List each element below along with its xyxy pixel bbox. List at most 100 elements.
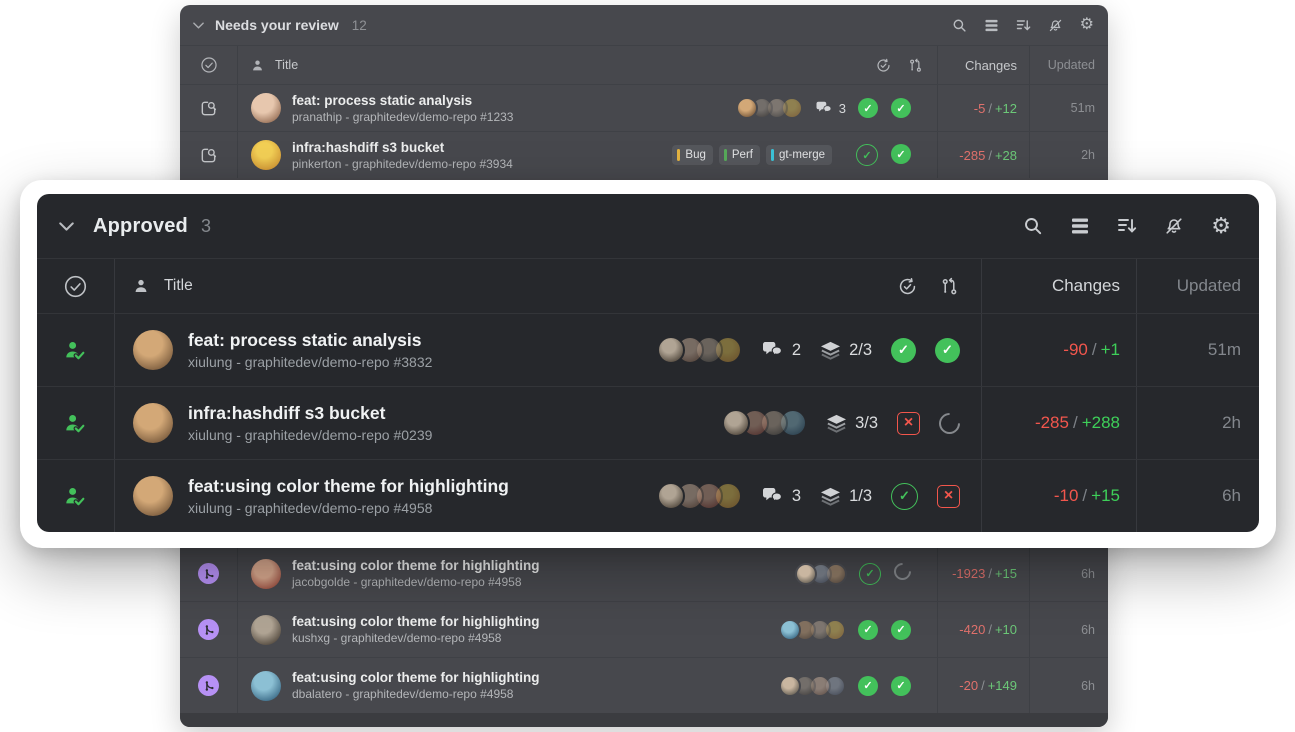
pr-status-icon[interactable] — [891, 675, 911, 696]
author-avatar — [251, 614, 281, 645]
updated-column-header[interactable]: Updated — [1176, 276, 1241, 295]
title-column-header[interactable]: Title — [164, 277, 193, 294]
table-header: Title Changes Updated — [37, 258, 1259, 314]
pr-row[interactable]: infra:hashdiff s3 bucket xiulung - graph… — [37, 386, 1259, 459]
changes-cell: -420 / +10 — [938, 602, 1030, 657]
updated-column-header[interactable]: Updated — [1047, 58, 1095, 72]
pending-spinner-icon[interactable] — [934, 408, 965, 438]
collapse-chevron-icon[interactable] — [193, 21, 204, 29]
stack-icon — [827, 414, 847, 433]
changes-column-header[interactable]: Changes — [964, 57, 1017, 73]
additions: +10 — [994, 622, 1017, 637]
updated-cell: 51m — [1070, 101, 1095, 115]
author-avatar — [133, 330, 173, 370]
search-icon[interactable] — [1023, 216, 1043, 236]
pr-title[interactable]: feat:using color theme for highlighting — [292, 614, 540, 629]
pr-row[interactable]: feat:using color theme for highlighting … — [180, 657, 1108, 713]
additions: +149 — [987, 678, 1017, 693]
ci-status-icon[interactable] — [858, 98, 878, 118]
pr-row[interactable]: feat: process static analysis pranathip … — [180, 85, 1108, 131]
deletions: -20 — [959, 678, 979, 693]
additions: +1 — [1100, 340, 1120, 359]
label-gt-merge[interactable]: gt-merge — [765, 145, 832, 165]
author-avatar — [251, 558, 281, 589]
collapse-chevron-icon[interactable] — [59, 221, 74, 231]
pr-status-icon[interactable] — [891, 98, 911, 118]
reviewer-avatars — [735, 97, 803, 119]
ci-status-icon[interactable] — [891, 482, 918, 510]
approved-reviewer-icon — [66, 341, 86, 361]
pr-subtitle: dbalatero - graphitedev/demo-repo #4958 — [292, 687, 514, 701]
pr-status-icon[interactable] — [891, 619, 911, 640]
mute-notifications-icon[interactable] — [1048, 18, 1063, 33]
pr-title[interactable]: feat: process static analysis — [292, 92, 473, 108]
reviewer-avatars — [779, 674, 846, 697]
ci-status-column-icon — [877, 58, 890, 72]
pr-subtitle: pinkerton - graphitedev/demo-repo #3934 — [292, 156, 513, 171]
settings-gear-icon[interactable] — [1080, 17, 1094, 33]
pr-status-column-icon — [942, 277, 957, 294]
ci-status-icon[interactable] — [856, 144, 878, 166]
author-icon — [135, 279, 147, 292]
ci-status-icon[interactable] — [859, 562, 881, 585]
label-perf[interactable]: Perf — [718, 145, 760, 165]
check-failed-icon[interactable] — [897, 411, 920, 435]
comment-count: 3 — [761, 487, 801, 506]
pr-subtitle: jacobgolde - graphitedev/demo-repo #4958 — [292, 575, 522, 589]
reviewer-avatars — [779, 618, 846, 641]
title-column-header[interactable]: Title — [275, 58, 299, 72]
select-column-header[interactable] — [180, 46, 238, 84]
ci-status-icon[interactable] — [858, 675, 878, 696]
pr-row[interactable]: feat:using color theme for highlighting … — [180, 545, 1108, 601]
search-icon[interactable] — [952, 18, 967, 33]
pr-row[interactable]: infra:hashdiff s3 bucket pinkerton - gra… — [180, 131, 1108, 178]
additions: +288 — [1081, 413, 1120, 432]
pr-title[interactable]: infra:hashdiff s3 bucket — [188, 403, 386, 423]
sort-descending-icon[interactable] — [1117, 216, 1137, 236]
deletions: -5 — [973, 100, 986, 116]
select-column-header[interactable] — [37, 259, 115, 313]
pr-row[interactable]: feat:using color theme for highlighting … — [37, 459, 1259, 532]
ci-status-icon[interactable] — [891, 337, 916, 363]
check-failed-icon[interactable] — [937, 484, 960, 508]
changes-cell: -20 / +149 — [938, 658, 1030, 713]
pr-status-icon[interactable] — [891, 144, 911, 164]
changes-cell: -10 / +15 — [982, 460, 1137, 532]
pr-title[interactable]: infra:hashdiff s3 bucket — [292, 139, 445, 155]
deletions: -285 — [1034, 413, 1069, 432]
merged-icon — [198, 563, 219, 584]
row-density-icon[interactable] — [1070, 216, 1090, 236]
additions: +12 — [994, 100, 1017, 116]
pr-row[interactable]: feat:using color theme for highlighting … — [180, 601, 1108, 657]
updated-cell: 6h — [1081, 622, 1095, 637]
pr-subtitle: xiulung - graphitedev/demo-repo #4958 — [188, 500, 433, 516]
pr-subtitle: pranathip - graphitedev/demo-repo #1233 — [292, 109, 514, 124]
changes-column-header[interactable]: Changes — [1051, 276, 1120, 295]
sort-descending-icon[interactable] — [1016, 18, 1031, 33]
settings-gear-icon[interactable] — [1211, 215, 1231, 237]
pr-status-icon[interactable] — [935, 337, 960, 363]
changes-cell: -5 / +12 — [938, 85, 1030, 131]
merged-icon — [198, 619, 219, 640]
pr-row[interactable]: feat: process static analysis xiulung - … — [37, 314, 1259, 386]
pr-subtitle: xiulung - graphitedev/demo-repo #0239 — [188, 427, 433, 443]
approved-panel-frame: Approved 3 — [20, 180, 1276, 548]
label-pills: Bug Perf gt-merge — [672, 145, 832, 165]
ci-status-icon[interactable] — [858, 619, 878, 640]
pr-title[interactable]: feat: process static analysis — [188, 330, 422, 350]
table-header: Title Changes Updated — [180, 45, 1108, 85]
pr-title[interactable]: feat:using color theme for highlighting — [188, 476, 509, 496]
deletions: -285 — [959, 147, 986, 163]
pr-title[interactable]: feat:using color theme for highlighting — [292, 558, 540, 573]
approved-reviewer-icon — [66, 487, 86, 507]
circle-check-icon — [200, 57, 217, 73]
label-bug[interactable]: Bug — [672, 145, 713, 165]
row-density-icon[interactable] — [984, 18, 999, 33]
pending-spinner-icon[interactable] — [890, 558, 915, 584]
mute-notifications-icon[interactable] — [1164, 216, 1184, 236]
deletions: -90 — [1063, 340, 1088, 359]
approved-panel: Approved 3 — [37, 194, 1259, 532]
pr-title[interactable]: feat:using color theme for highlighting — [292, 670, 540, 685]
deletions: -1923 — [952, 566, 986, 581]
circle-check-icon — [64, 275, 87, 297]
